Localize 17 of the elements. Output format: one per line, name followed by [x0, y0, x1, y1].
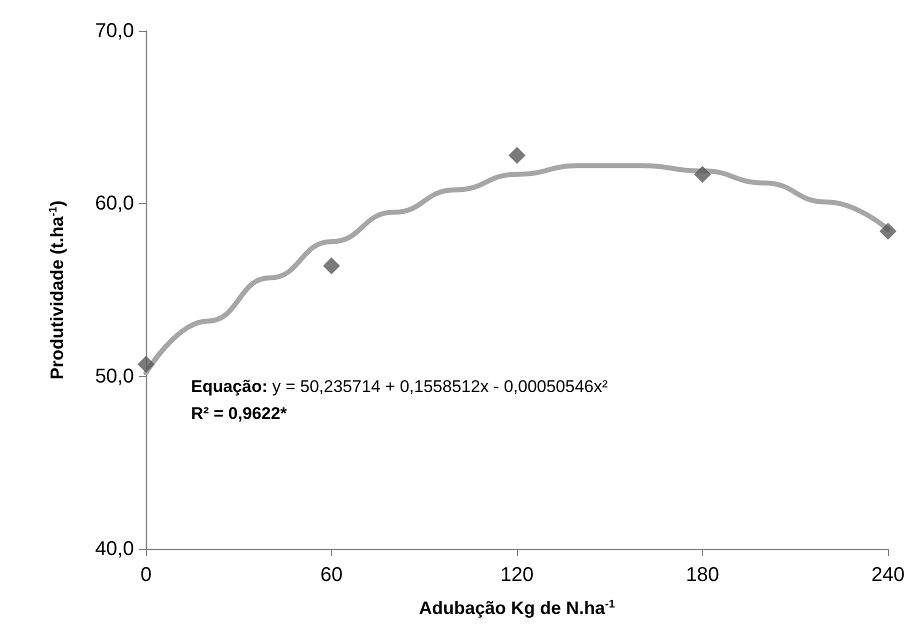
y-axis-title: Produtividade (t.ha-1) — [47, 200, 67, 380]
point — [323, 257, 340, 274]
y-tick-label: 70,0 — [95, 20, 134, 42]
x-tick-label: 120 — [500, 564, 534, 586]
annotation: Equação: y = 50,235714 + 0,1558512x - 0,00050546x² — [191, 377, 608, 396]
point — [138, 356, 154, 373]
x-tick-label: 180 — [686, 564, 720, 586]
y-tick-label: 60,0 — [95, 192, 134, 215]
y-tick-label: 50,0 — [95, 365, 134, 388]
annotation: R² = 0,9622* — [191, 404, 288, 424]
point — [508, 146, 526, 164]
y-tick-label: 40,0 — [95, 538, 134, 560]
x-tick-label: 240 — [871, 564, 905, 586]
point — [880, 222, 896, 240]
x-tick-label: 0 — [140, 564, 152, 586]
x-tick-label: 60 — [320, 564, 343, 586]
point — [694, 166, 711, 183]
